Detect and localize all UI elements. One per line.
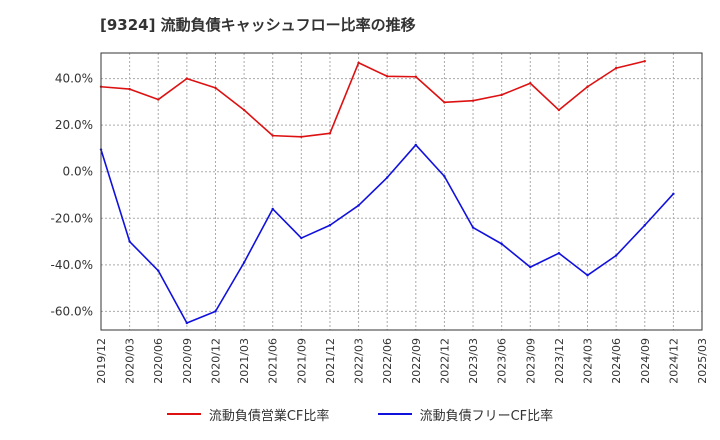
y-tick-label: 40.0% xyxy=(55,72,93,86)
data-point xyxy=(357,61,360,64)
y-tick-label: -60.0% xyxy=(51,304,93,318)
data-point xyxy=(242,108,246,112)
x-tick-label: 2023/09 xyxy=(524,338,537,384)
data-point xyxy=(300,236,303,240)
data-point xyxy=(529,265,532,269)
legend-item-free-cf: 流動負債フリーCF比率 xyxy=(377,405,554,424)
data-point xyxy=(586,274,589,277)
y-tick-label: -20.0% xyxy=(51,211,93,225)
x-tick-label: 2024/06 xyxy=(610,338,623,384)
data-point xyxy=(128,87,131,91)
legend-label-operating-cf: 流動負債営業CF比率 xyxy=(208,408,330,424)
x-tick-label: 2023/12 xyxy=(553,338,566,384)
data-point xyxy=(443,101,446,104)
data-point xyxy=(300,135,303,138)
data-point xyxy=(328,224,332,227)
data-point xyxy=(414,75,418,78)
plot-area-frame xyxy=(100,52,703,331)
data-point xyxy=(614,254,618,257)
x-tick-label: 2021/03 xyxy=(238,338,251,384)
data-point xyxy=(271,207,274,211)
x-tick-label: 2024/09 xyxy=(639,338,652,384)
data-point xyxy=(157,269,160,272)
x-tick-label: 2025/03 xyxy=(696,338,709,384)
data-point xyxy=(471,226,475,229)
legend-item-operating-cf: 流動負債営業CF比率 xyxy=(166,405,330,424)
series-lines xyxy=(99,59,675,325)
data-point xyxy=(443,175,446,178)
x-tick-label: 2020/06 xyxy=(152,338,165,384)
data-point xyxy=(643,59,646,63)
x-tick-label: 2022/12 xyxy=(438,338,451,384)
data-point xyxy=(672,192,675,196)
data-point xyxy=(242,261,246,264)
x-tick-label: 2020/09 xyxy=(181,338,194,384)
y-tick-label: 20.0% xyxy=(55,118,93,132)
data-point xyxy=(185,77,189,80)
legend-swatch-free-cf xyxy=(377,413,412,415)
y-tick-label: 0.0% xyxy=(63,165,94,179)
data-point xyxy=(271,134,274,137)
x-tick-label: 2024/12 xyxy=(667,338,680,384)
data-point xyxy=(214,310,217,313)
data-point xyxy=(500,93,503,97)
legend-label-free-cf: 流動負債フリーCF比率 xyxy=(419,408,554,424)
data-point xyxy=(643,224,646,227)
x-tick-label: 2022/06 xyxy=(381,338,394,384)
data-point xyxy=(529,82,532,85)
x-tick-label: 2019/12 xyxy=(95,338,108,384)
data-point xyxy=(385,176,389,179)
x-tick-label: 2024/03 xyxy=(582,338,595,384)
data-point xyxy=(357,204,360,207)
data-point xyxy=(328,132,332,135)
x-tick-label: 2022/03 xyxy=(353,338,366,384)
y-tick-label: -40.0% xyxy=(51,258,93,272)
data-point xyxy=(500,242,503,246)
grid-lines xyxy=(101,53,702,330)
data-point xyxy=(557,251,561,255)
legend: 流動負債営業CF比率 流動負債フリーCF比率 xyxy=(0,404,720,424)
x-tick-label: 2023/06 xyxy=(496,338,509,384)
legend-swatch-operating-cf xyxy=(166,413,201,415)
data-point xyxy=(471,99,475,102)
y-axis-tick-labels: 40.0% 20.0% 0.0% -20.0% -40.0% -60.0% xyxy=(51,72,93,319)
x-tick-label: 2022/09 xyxy=(410,338,423,384)
data-point xyxy=(157,98,160,101)
data-point xyxy=(185,321,189,325)
data-point xyxy=(128,240,131,243)
data-point xyxy=(214,86,217,90)
x-axis-tick-labels: 2019/12 2020/03 2020/06 2020/09 2020/12 2021/… xyxy=(95,338,709,384)
x-tick-label: 2020/12 xyxy=(209,338,222,384)
data-point xyxy=(614,66,618,70)
chart-title: [9324] 流動負債キャッシュフロー比率の推移 xyxy=(100,16,416,34)
x-tick-label: 2021/09 xyxy=(295,338,308,384)
x-tick-label: 2021/06 xyxy=(267,338,280,384)
series-line-0 xyxy=(100,60,645,138)
data-point xyxy=(557,108,561,112)
data-point xyxy=(586,85,589,88)
x-tick-label: 2023/03 xyxy=(467,338,480,384)
data-point xyxy=(385,75,389,78)
data-point xyxy=(414,143,418,147)
x-tick-label: 2020/03 xyxy=(124,338,137,384)
x-tick-label: 2021/12 xyxy=(324,338,337,384)
